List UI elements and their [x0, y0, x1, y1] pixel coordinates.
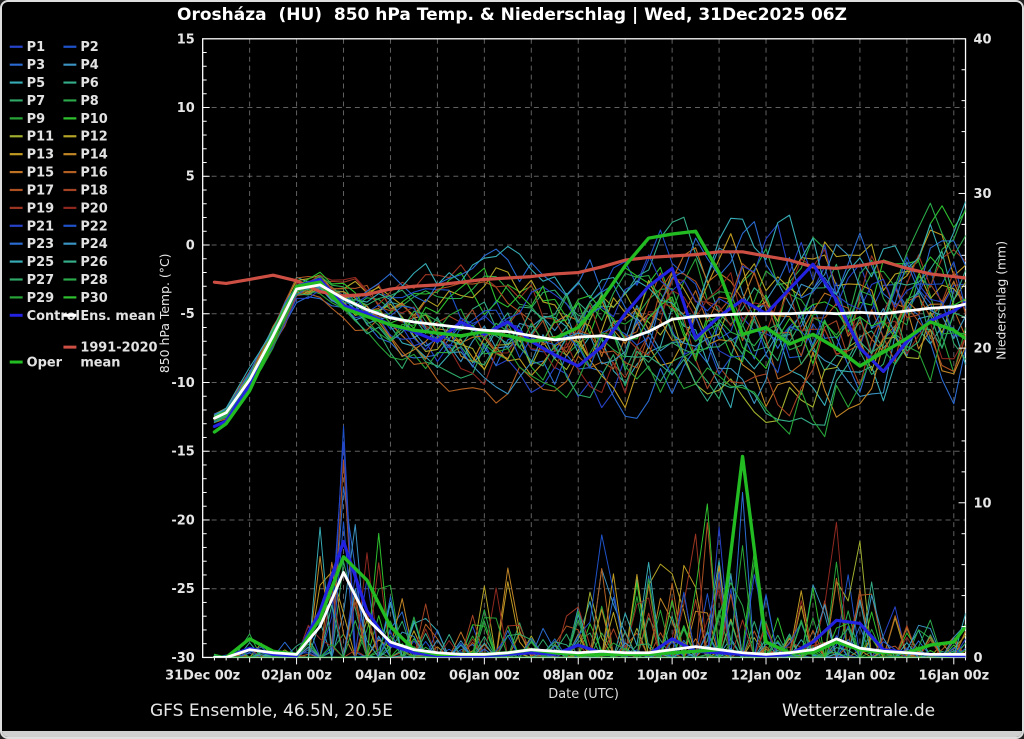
legend-label-p25: P25	[27, 255, 54, 270]
x-tick-label: 10Jan 00z	[637, 668, 708, 683]
legend-label-p19: P19	[27, 201, 54, 216]
legend-label-p16: P16	[80, 166, 107, 181]
member-precip-line-P7	[213, 561, 966, 658]
axis-tick-labels: 15 10 5 0 -5 -10 -15 -20 -25 -30 40 30 20 10 0 31Dec 00…	[165, 32, 991, 683]
legend: P1 P3 P5 P7 P9 P11 P13 P15 P17 P19 P21 P23 P25 P27 P29…	[9, 40, 158, 371]
legend-label-p8: P8	[80, 94, 98, 109]
legend-label-p21: P21	[27, 219, 54, 234]
legend-label-p18: P18	[80, 183, 107, 198]
member-precip-line-P3	[213, 486, 966, 658]
legend-label-p10: P10	[80, 112, 107, 127]
y-left-tick-label: 15	[177, 32, 195, 47]
legend-label-p3: P3	[27, 58, 45, 73]
y-right-tick-label: 10	[973, 496, 991, 511]
y-left-tick-label: -20	[171, 513, 194, 528]
y-left-tick-label: -25	[171, 582, 194, 597]
legend-label-ens--mean: Ens. mean	[80, 309, 155, 324]
member-precip-line-P17	[213, 459, 966, 658]
x-tick-label: 14Jan 00z	[825, 668, 896, 683]
x-axis-title: Date (UTC)	[548, 687, 619, 702]
legend-label-p28: P28	[80, 273, 107, 288]
legend-label-p29: P29	[27, 291, 54, 306]
legend-label-1991-2020: 1991-2020	[80, 341, 157, 356]
oper-precip-line	[212, 454, 966, 658]
legend-label-p27: P27	[27, 273, 54, 288]
chart-title: Orosháza (HU) 850 hPa Temp. & Niederschl…	[177, 5, 847, 25]
member-precip-line-P26	[213, 604, 966, 658]
y-left-tick-label: -15	[171, 445, 194, 460]
legend-label-p22: P22	[80, 219, 107, 234]
y-right-tick-label: 30	[973, 187, 991, 202]
legend-label-p13: P13	[27, 148, 54, 163]
y-right-tick-label: 20	[973, 342, 991, 357]
member-precip-line-P21	[213, 441, 966, 658]
legend-label-p24: P24	[80, 237, 107, 252]
x-tick-label: 08Jan 00z	[543, 668, 614, 683]
x-tick-label: 06Jan 00z	[449, 668, 520, 683]
legend-label-p5: P5	[27, 76, 45, 91]
y-left-tick-label: -10	[171, 376, 194, 391]
member-precip-line-P11	[213, 540, 966, 658]
x-tick-label: 12Jan 00z	[731, 668, 802, 683]
legend-label-p9: P9	[27, 112, 45, 127]
member-temp-line-P30	[213, 256, 966, 418]
y-right-tick-label: 40	[973, 32, 991, 47]
y-left-tick-label: -5	[180, 307, 194, 322]
x-tick-label: 02Jan 00z	[261, 668, 332, 683]
legend-label-p11: P11	[27, 130, 54, 145]
y-left-tick-label: 10	[177, 101, 195, 116]
legend-label-p17: P17	[27, 183, 54, 198]
x-tick-label: 04Jan 00z	[355, 668, 426, 683]
legend-label-p23: P23	[27, 237, 54, 252]
y-right-tick-label: 0	[973, 651, 982, 666]
legend-label-p4: P4	[80, 58, 98, 73]
legend-label-p1: P1	[27, 40, 45, 55]
legend-label-p12: P12	[80, 130, 107, 145]
legend-label-p6: P6	[80, 76, 98, 91]
key-series-lines	[212, 229, 966, 658]
member-precip-line-P23	[213, 491, 966, 658]
x-tick-label: 31Dec 00z	[165, 668, 240, 683]
member-precip-line-P13	[213, 564, 966, 658]
member-precip-line-P4	[213, 524, 966, 658]
member-precip-line-P15	[213, 561, 966, 658]
window-bottom-strip	[2, 731, 1022, 737]
legend-label-p15: P15	[27, 166, 54, 181]
member-precip-line-P19	[213, 533, 966, 658]
member-precip-line-P29	[213, 545, 966, 658]
legend-label-mean: mean	[80, 356, 120, 371]
ens-mean-temp-line	[213, 283, 966, 420]
control-precip-line	[212, 539, 966, 658]
legend-label-p20: P20	[80, 201, 107, 216]
oper-temp-line	[212, 229, 966, 434]
ens-mean-precip-line	[213, 571, 966, 658]
ensemble-member-temp-lines	[213, 201, 966, 438]
watermark-text: Wetterzentrale.de	[782, 701, 936, 721]
legend-label-p30: P30	[80, 291, 107, 306]
member-temp-line-P23	[213, 221, 966, 415]
y-left-tick-label: 5	[186, 170, 195, 185]
axis-ticks	[202, 52, 967, 665]
member-temp-line-P28	[213, 202, 966, 422]
y-axis-left-title: 850 hPa Temp. (°C)	[157, 254, 172, 374]
legend-label-p26: P26	[80, 255, 107, 270]
legend-label-p7: P7	[27, 94, 45, 109]
member-precip-line-P27	[213, 620, 966, 658]
legend-label-p14: P14	[80, 148, 107, 163]
model-info-text: GFS Ensemble, 46.5N, 20.5E	[150, 701, 393, 721]
legend-label-oper: Oper	[27, 356, 63, 371]
y-left-tick-label: 0	[186, 238, 195, 253]
legend-label-p2: P2	[80, 40, 98, 55]
legend-label-control: Control	[27, 309, 80, 324]
member-precip-line-P25	[213, 526, 966, 658]
y-axis-right-title: Niederschlag (mm)	[993, 241, 1008, 360]
y-left-tick-label: -30	[171, 651, 194, 666]
axis-titles: 850 hPa Temp. (°C) Niederschlag (mm) Dat…	[157, 241, 1008, 702]
x-tick-label: 16Jan 00z	[918, 668, 989, 683]
member-precip-line-P16	[213, 568, 966, 658]
